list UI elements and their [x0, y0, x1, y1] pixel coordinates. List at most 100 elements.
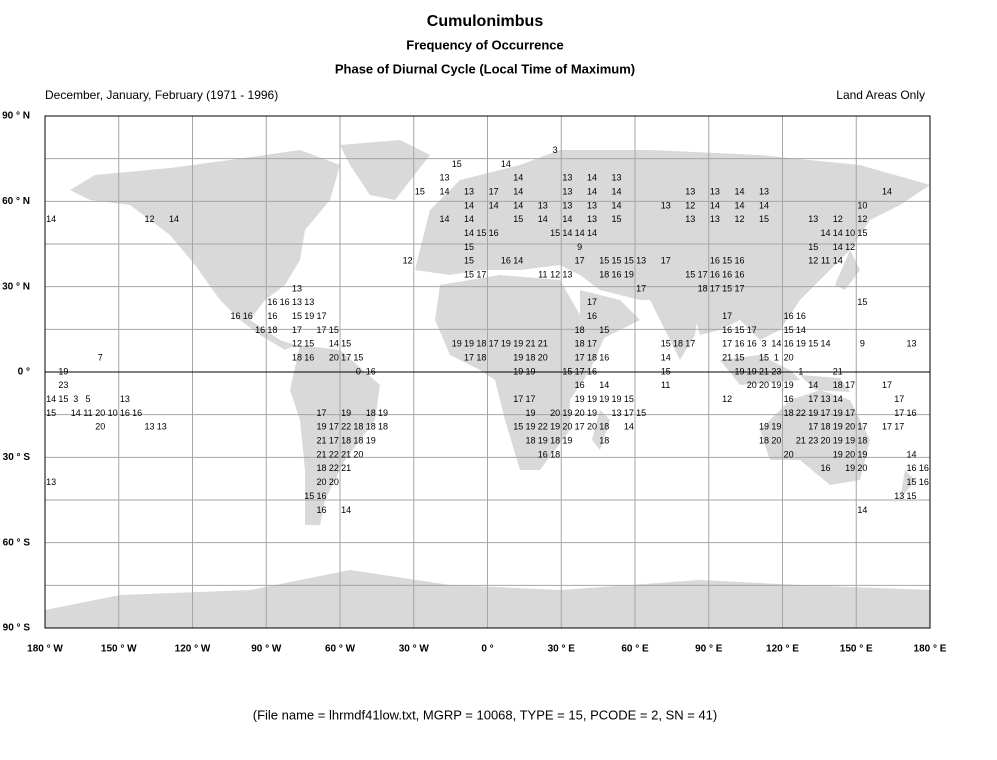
cell-value: 14	[857, 505, 867, 515]
cell-value: 17	[821, 408, 831, 418]
cell-value: 17	[341, 353, 351, 363]
cell-value: 18	[366, 422, 376, 432]
cell-value: 13	[685, 186, 695, 196]
cell-value: 15	[612, 256, 622, 266]
cell-value: 18	[341, 436, 351, 446]
cell-value: 13	[304, 297, 314, 307]
cell-value: 15	[857, 228, 867, 238]
cell-value: 15	[292, 311, 302, 321]
cell-value: 13	[292, 283, 302, 293]
cell-value: 16	[538, 449, 548, 459]
cell-value: 22	[341, 422, 351, 432]
cell-value: 14	[612, 200, 622, 210]
cell-value: 14	[833, 242, 843, 252]
cell-value: 18	[759, 436, 769, 446]
cell-value: 14	[464, 228, 474, 238]
cell-value: 14	[562, 214, 572, 224]
cell-value: 16	[784, 339, 794, 349]
cell-value: 17	[587, 339, 597, 349]
cell-value: 12	[845, 242, 855, 252]
cell-value: 16	[267, 311, 277, 321]
cell-value: 21	[341, 449, 351, 459]
lat-label: 30 ° N	[2, 281, 30, 292]
cell-value: 18	[292, 353, 302, 363]
cell-value: 15	[784, 325, 794, 335]
cell-value: 18	[366, 408, 376, 418]
cell-value: 15	[513, 214, 523, 224]
cell-value: 17	[734, 283, 744, 293]
cell-value: 17	[722, 339, 732, 349]
cell-value: 13	[685, 214, 695, 224]
cell-value: 17	[894, 422, 904, 432]
cell-value: 14	[513, 186, 523, 196]
cell-value: 17	[845, 408, 855, 418]
cell-value: 17	[722, 311, 732, 321]
cell-value: 20	[587, 422, 597, 432]
cell-value: 13	[562, 270, 572, 280]
cell-value: 14	[489, 200, 499, 210]
cell-value: 16	[919, 477, 929, 487]
cell-value: 17	[526, 394, 536, 404]
cell-value: 7	[98, 353, 103, 363]
cell-value: 12	[722, 394, 732, 404]
lon-label: 90 ° E	[695, 644, 723, 655]
cell-value: 22	[538, 422, 548, 432]
cell-value: 18	[698, 283, 708, 293]
cell-value: 20	[821, 436, 831, 446]
cell-value: 13	[808, 214, 818, 224]
cell-value: 11	[83, 408, 92, 418]
lon-label: 150 ° E	[840, 644, 873, 655]
cell-value: 20	[317, 477, 327, 487]
cell-value: 12	[403, 256, 413, 266]
cell-value: 18	[476, 353, 486, 363]
cell-value: 18	[476, 339, 486, 349]
cell-value: 15	[722, 256, 732, 266]
cell-value: 21	[722, 353, 732, 363]
cell-value: 19	[784, 380, 794, 390]
cell-value: 14	[624, 422, 634, 432]
cell-value: 18	[575, 339, 585, 349]
cell-value: 17	[489, 186, 499, 196]
cell-value: 19	[526, 408, 536, 418]
cell-value: 15	[685, 270, 695, 280]
cell-value: 21	[833, 366, 843, 376]
cell-value: 15	[734, 325, 744, 335]
cell-value: 18	[599, 422, 609, 432]
cell-value: 15	[464, 270, 474, 280]
cell-value: 20	[550, 408, 560, 418]
cell-value: 9	[577, 242, 582, 252]
cell-value: 15	[661, 339, 671, 349]
cell-value: 20	[784, 353, 794, 363]
cell-value: 17	[882, 422, 892, 432]
lon-label: 120 ° E	[766, 644, 799, 655]
cell-value: 17	[845, 380, 855, 390]
lon-label: 120 ° W	[175, 644, 211, 655]
cell-value: 17	[587, 297, 597, 307]
cell-value: 14	[587, 173, 597, 183]
cell-value: 20	[771, 436, 781, 446]
lat-label: 90 ° N	[2, 111, 30, 122]
cell-value: 3	[73, 394, 78, 404]
japan	[835, 250, 860, 290]
cell-value: 19	[538, 436, 548, 446]
cell-value: 19	[845, 436, 855, 446]
cell-value: 19	[341, 408, 351, 418]
cell-value: 12	[685, 200, 695, 210]
cell-value: 1	[774, 353, 779, 363]
cell-value: 12	[833, 214, 843, 224]
cell-value: 16	[734, 256, 744, 266]
cell-value: 17	[575, 366, 585, 376]
cell-value: 16	[734, 339, 744, 349]
cell-value: 17	[575, 353, 585, 363]
cell-value: 15	[599, 256, 609, 266]
cell-value: 13	[562, 173, 572, 183]
cell-value: 16	[243, 311, 253, 321]
lat-label: 60 ° N	[2, 196, 30, 207]
cell-value: 12	[857, 214, 867, 224]
cell-value: 14	[169, 214, 179, 224]
cell-value: 19	[550, 422, 560, 432]
cell-value: 14	[808, 380, 818, 390]
cell-value: 14	[734, 200, 744, 210]
